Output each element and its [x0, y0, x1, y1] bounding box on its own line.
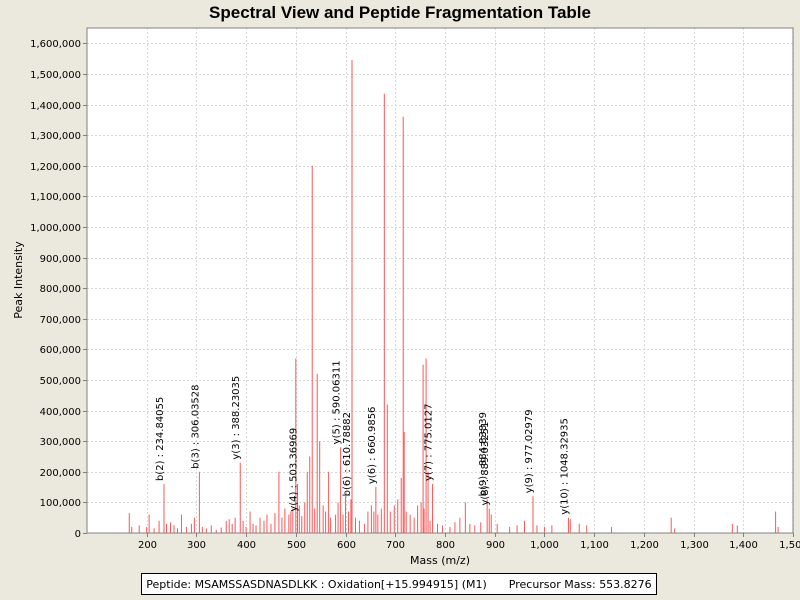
- x-tick-label: 1,100: [580, 540, 609, 551]
- x-tick-label: 200: [138, 540, 157, 551]
- y-tick-label: 1,200,000: [30, 162, 81, 173]
- legend: Peptide: MSAMSSASDNASDLKK : Oxidation[+1…: [141, 573, 657, 595]
- x-tick-label: 700: [386, 540, 405, 551]
- y-tick-label: 0: [75, 529, 81, 540]
- y-tick-label: 900,000: [40, 254, 81, 265]
- x-tick-label: 1,300: [680, 540, 709, 551]
- y-tick-label: 800,000: [40, 284, 81, 295]
- x-tick-label: 1,400: [729, 540, 758, 551]
- x-tick-label: 800: [436, 540, 455, 551]
- y-tick-label: 100,000: [40, 498, 81, 509]
- x-tick-label: 1,500: [779, 540, 800, 551]
- x-tick-label: 1,200: [630, 540, 659, 551]
- fragment-annotation: b(9) : 884.83839: [478, 412, 489, 496]
- y-tick-label: 1,500,000: [30, 70, 81, 81]
- legend-precursor-mass: Precursor Mass: 553.8276: [508, 577, 652, 591]
- x-tick-label: 300: [187, 540, 206, 551]
- y-tick-label: 1,000,000: [30, 223, 81, 234]
- y-tick-label: 200,000: [40, 468, 81, 479]
- grid: [87, 28, 794, 533]
- legend-peptide: Peptide: MSAMSSASDNASDLKK : Oxidation[+1…: [146, 577, 487, 591]
- y-tick-label: 700,000: [40, 315, 81, 326]
- chart-title: Spectral View and Peptide Fragmentation …: [209, 3, 591, 22]
- fragment-annotation: b(2) : 234.84055: [155, 397, 166, 481]
- fragment-annotation: y(3) : 388.23035: [231, 376, 242, 460]
- plot-area: [87, 28, 793, 533]
- x-axis-title: Mass (m/z): [410, 554, 470, 567]
- fragment-annotation: b(6) : 610.78882: [342, 412, 353, 496]
- fragment-annotation: y(10) : 1048.32935: [559, 418, 570, 515]
- plot-frame: [86, 27, 794, 534]
- fragment-annotation: b(3) : 306.03528: [190, 384, 201, 468]
- fragment-annotation: y(5) : 590.06311: [332, 360, 343, 444]
- y-tick-label: 400,000: [40, 407, 81, 418]
- y-tick-label: 1,600,000: [30, 39, 81, 50]
- y-tick-label: 300,000: [40, 437, 81, 448]
- y-tick-label: 500,000: [40, 376, 81, 387]
- fragment-annotation: y(7) : 775.0127: [424, 403, 435, 481]
- y-tick-label: 1,400,000: [30, 101, 81, 112]
- y-tick-label: 1,100,000: [30, 192, 81, 203]
- x-tick-label: 400: [237, 540, 256, 551]
- fragment-annotation: y(4) : 503.36969: [288, 428, 299, 512]
- x-tick-label: 600: [337, 540, 356, 551]
- x-tick-label: 1,000: [530, 540, 559, 551]
- y-axis-title: Peak Intensity: [12, 241, 25, 319]
- peaks: [128, 60, 779, 533]
- axes: 0 100,000 200,000 300,000 400,000 500,000 600,…: [30, 39, 800, 551]
- x-tick-label: 900: [486, 540, 505, 551]
- fragment-annotation: y(9) : 977.02979: [524, 409, 535, 493]
- y-tick-label: 1,300,000: [30, 131, 81, 142]
- fragment-annotation: y(8) : 889.03251: [480, 422, 491, 506]
- x-tick-label: 500: [287, 540, 306, 551]
- fragment-annotation: y(6) : 660.9856: [367, 407, 378, 485]
- annotations: b(2) : 234.84055 b(3) : 306.03528 y(3) : 3…: [155, 360, 570, 514]
- y-tick-label: 600,000: [40, 345, 81, 356]
